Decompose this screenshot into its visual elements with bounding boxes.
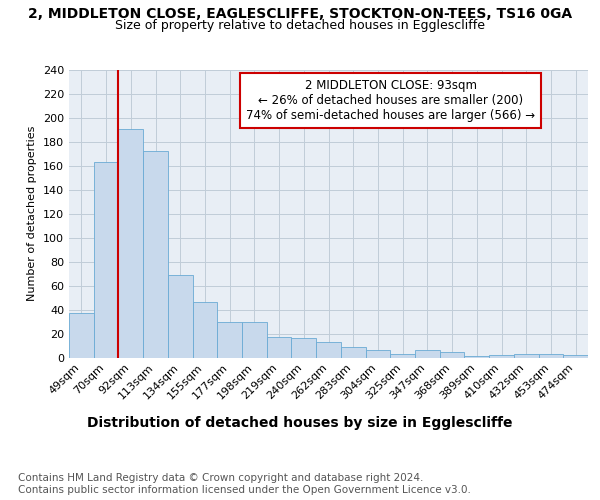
Bar [193, 302, 217, 358]
Bar [365, 350, 390, 358]
Bar [489, 355, 514, 358]
Bar [69, 313, 94, 358]
Bar [341, 346, 365, 358]
Bar [390, 354, 415, 358]
Bar [440, 352, 464, 358]
Text: Size of property relative to detached houses in Egglescliffe: Size of property relative to detached ho… [115, 18, 485, 32]
Bar [242, 322, 267, 358]
Text: 2 MIDDLETON CLOSE: 93sqm
← 26% of detached houses are smaller (200)
74% of semi-: 2 MIDDLETON CLOSE: 93sqm ← 26% of detach… [246, 78, 535, 122]
Bar [563, 355, 588, 358]
Bar [94, 162, 118, 358]
Bar [217, 322, 242, 358]
Bar [514, 354, 539, 358]
Bar [464, 356, 489, 358]
Text: 2, MIDDLETON CLOSE, EAGLESCLIFFE, STOCKTON-ON-TEES, TS16 0GA: 2, MIDDLETON CLOSE, EAGLESCLIFFE, STOCKT… [28, 8, 572, 22]
Text: Contains HM Land Registry data © Crown copyright and database right 2024.
Contai: Contains HM Land Registry data © Crown c… [18, 474, 471, 495]
Bar [292, 338, 316, 357]
Bar [316, 342, 341, 357]
Bar [118, 128, 143, 358]
Text: Distribution of detached houses by size in Egglescliffe: Distribution of detached houses by size … [87, 416, 513, 430]
Bar [539, 354, 563, 358]
Bar [415, 350, 440, 358]
Y-axis label: Number of detached properties: Number of detached properties [28, 126, 37, 302]
Bar [143, 152, 168, 358]
Bar [168, 275, 193, 357]
Bar [267, 337, 292, 357]
